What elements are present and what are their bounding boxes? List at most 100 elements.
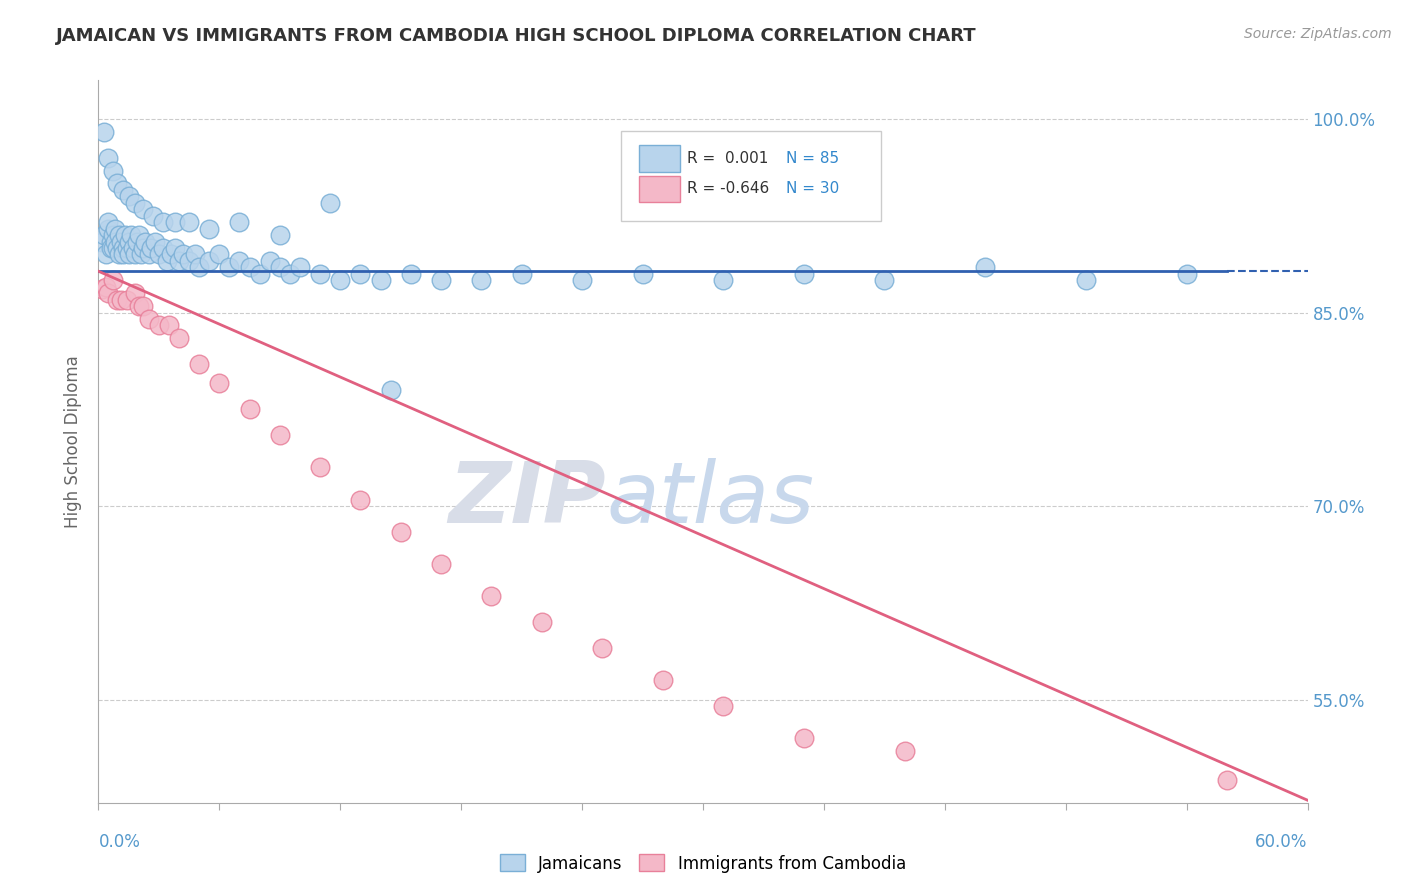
Text: 0.0%: 0.0%	[98, 833, 141, 851]
Point	[103, 221, 125, 235]
Point	[107, 228, 129, 243]
Point	[218, 260, 240, 275]
Point	[239, 402, 262, 417]
Point	[651, 673, 673, 688]
Point	[132, 299, 155, 313]
Point	[100, 235, 122, 249]
Point	[156, 254, 179, 268]
Point	[249, 267, 271, 281]
Point	[115, 241, 138, 255]
Point	[711, 699, 734, 714]
Point	[974, 260, 997, 275]
Point	[163, 241, 186, 255]
Point	[101, 163, 124, 178]
Point	[208, 376, 231, 391]
Point	[124, 286, 146, 301]
Point	[179, 254, 201, 268]
Point	[163, 215, 186, 229]
Point	[370, 273, 392, 287]
Point	[97, 221, 120, 235]
Point	[138, 247, 160, 261]
Point	[120, 228, 142, 243]
Point	[172, 247, 194, 261]
Point	[100, 241, 122, 255]
Point	[319, 195, 342, 210]
Point	[228, 254, 250, 268]
Point	[430, 273, 453, 287]
Point	[128, 299, 150, 313]
Point	[309, 460, 332, 475]
Point	[91, 282, 114, 296]
Point	[138, 312, 160, 326]
Point	[329, 273, 352, 287]
Text: 60.0%: 60.0%	[1256, 833, 1308, 851]
Y-axis label: High School Diploma: High School Diploma	[65, 355, 83, 528]
Point	[124, 247, 146, 261]
Point	[93, 228, 115, 243]
Point	[124, 195, 146, 210]
Point	[143, 235, 166, 249]
Point	[228, 215, 250, 229]
Point	[111, 247, 134, 261]
Point	[128, 228, 150, 243]
Point	[110, 293, 132, 307]
Point	[97, 151, 120, 165]
Point	[97, 286, 120, 301]
Point	[167, 331, 190, 345]
Point	[571, 273, 593, 287]
Point	[134, 235, 156, 249]
Point	[893, 744, 915, 758]
Point	[198, 254, 221, 268]
Point	[91, 235, 114, 249]
Point	[711, 273, 734, 287]
Point	[873, 273, 896, 287]
Point	[110, 235, 132, 249]
Point	[1175, 267, 1198, 281]
Point	[118, 235, 141, 249]
Point	[125, 235, 148, 249]
Point	[349, 492, 371, 507]
Point	[152, 241, 174, 255]
Point	[148, 318, 170, 333]
Point	[107, 247, 129, 261]
Point	[129, 247, 152, 261]
Point	[105, 293, 128, 307]
Point	[105, 177, 128, 191]
Text: ZIP: ZIP	[449, 458, 606, 541]
Point	[184, 247, 207, 261]
Point	[239, 260, 262, 275]
Point	[103, 235, 125, 249]
Point	[114, 228, 136, 243]
Point	[380, 383, 402, 397]
Point	[269, 428, 291, 442]
Point	[1074, 273, 1097, 287]
Point	[118, 247, 141, 261]
Point	[349, 267, 371, 281]
Text: R =  0.001: R = 0.001	[688, 151, 769, 166]
Point	[157, 318, 180, 333]
Point	[278, 267, 301, 281]
Point	[132, 202, 155, 217]
Point	[591, 640, 613, 655]
Text: Source: ZipAtlas.com: Source: ZipAtlas.com	[1244, 27, 1392, 41]
Point	[101, 241, 124, 255]
Point	[96, 279, 118, 293]
Point	[132, 241, 155, 255]
Text: atlas: atlas	[606, 458, 814, 541]
Point	[101, 228, 124, 243]
Point	[97, 215, 120, 229]
Point	[160, 247, 183, 261]
Point	[288, 260, 311, 275]
Point	[198, 221, 221, 235]
Point	[188, 260, 211, 275]
Legend: Jamaicans, Immigrants from Cambodia: Jamaicans, Immigrants from Cambodia	[494, 847, 912, 880]
Point	[115, 293, 138, 307]
Point	[470, 273, 492, 287]
Point	[399, 267, 422, 281]
FancyBboxPatch shape	[638, 145, 681, 172]
Point	[179, 215, 201, 229]
Text: JAMAICAN VS IMMIGRANTS FROM CAMBODIA HIGH SCHOOL DIPLOMA CORRELATION CHART: JAMAICAN VS IMMIGRANTS FROM CAMBODIA HIG…	[56, 27, 977, 45]
Point	[208, 247, 231, 261]
Point	[96, 247, 118, 261]
Point	[167, 254, 190, 268]
